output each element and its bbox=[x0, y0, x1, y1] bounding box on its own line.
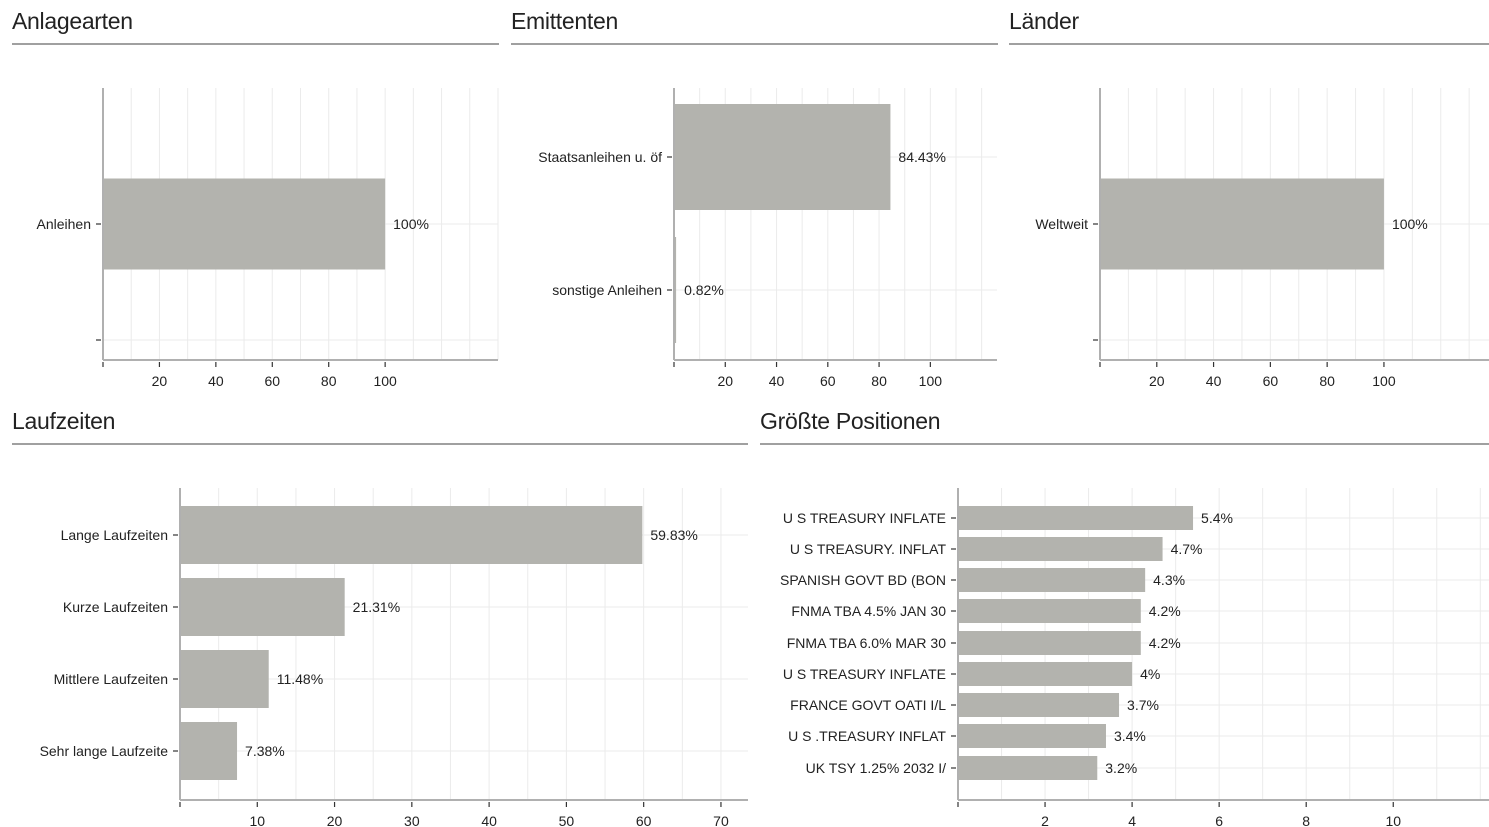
bar bbox=[180, 506, 643, 564]
x-tick-label: 70 bbox=[713, 813, 729, 827]
y-tick-label: FNMA TBA 6.0% MAR 30 bbox=[787, 635, 946, 651]
y-tick-label: Mittlere Laufzeiten bbox=[54, 671, 168, 687]
data-label: 4.3% bbox=[1153, 572, 1185, 588]
data-label: 11.48% bbox=[277, 671, 323, 687]
x-tick-label: 80 bbox=[1319, 373, 1335, 389]
x-tick-label: 20 bbox=[1149, 373, 1165, 389]
data-label: 100% bbox=[1392, 216, 1428, 232]
panel-title: Größte Positionen bbox=[760, 408, 941, 434]
y-tick-label: Staatsanleihen u. öf bbox=[538, 149, 662, 165]
x-tick-label: 100 bbox=[1372, 373, 1396, 389]
data-label: 3.7% bbox=[1127, 697, 1159, 713]
x-tick-label: 4 bbox=[1128, 813, 1136, 827]
bar bbox=[958, 506, 1194, 530]
y-tick-label: UK TSY 1.25% 2032 I/ bbox=[806, 760, 946, 776]
x-tick-label: 20 bbox=[152, 373, 168, 389]
y-tick-label: U S TREASURY INFLATE bbox=[783, 666, 946, 682]
bar bbox=[103, 178, 386, 270]
bar bbox=[958, 537, 1163, 561]
data-label: 4% bbox=[1140, 666, 1160, 682]
bar bbox=[674, 237, 677, 343]
y-tick-label: FRANCE GOVT OATI I/L bbox=[790, 697, 946, 713]
title-divider bbox=[1009, 43, 1489, 45]
y-tick-label: U S TREASURY. INFLAT bbox=[790, 541, 947, 557]
bar bbox=[958, 693, 1120, 717]
x-tick-label: 2 bbox=[1041, 813, 1049, 827]
data-label: 4.2% bbox=[1149, 603, 1181, 619]
panel-title: Länder bbox=[1009, 8, 1079, 34]
data-label: 84.43% bbox=[898, 149, 945, 165]
panel-title: Emittenten bbox=[511, 8, 618, 34]
bar bbox=[958, 568, 1146, 592]
y-tick-label: FNMA TBA 4.5% JAN 30 bbox=[791, 603, 946, 619]
x-tick-label: 60 bbox=[636, 813, 652, 827]
x-tick-label: 60 bbox=[264, 373, 280, 389]
panel-title: Anlagearten bbox=[12, 8, 133, 34]
bar bbox=[180, 722, 238, 780]
data-label: 4.2% bbox=[1149, 635, 1181, 651]
x-tick-label: 40 bbox=[481, 813, 497, 827]
y-tick-label: Kurze Laufzeiten bbox=[63, 599, 168, 615]
y-tick-label: Sehr lange Laufzeite bbox=[40, 743, 169, 759]
bar bbox=[958, 599, 1141, 623]
bar bbox=[958, 756, 1098, 780]
panel-positionen: Größte Positionen bbox=[760, 400, 1489, 827]
title-divider bbox=[760, 443, 1489, 445]
x-tick-label: 40 bbox=[769, 373, 785, 389]
data-label: 3.4% bbox=[1114, 728, 1146, 744]
x-tick-label: 8 bbox=[1302, 813, 1310, 827]
x-tick-label: 80 bbox=[321, 373, 337, 389]
x-tick-label: 50 bbox=[559, 813, 575, 827]
data-label: 4.7% bbox=[1171, 541, 1203, 557]
data-label: 7.38% bbox=[245, 743, 285, 759]
bar bbox=[1100, 178, 1384, 270]
data-label: 3.2% bbox=[1105, 760, 1137, 776]
panel-laufzeiten: Laufzeiten bbox=[12, 400, 748, 827]
x-tick-label: 6 bbox=[1215, 813, 1223, 827]
x-tick-label: 10 bbox=[249, 813, 265, 827]
data-label: 0.82% bbox=[684, 282, 724, 298]
y-tick-label: SPANISH GOVT BD (BON bbox=[780, 572, 946, 588]
bar bbox=[674, 104, 891, 210]
data-label: 21.31% bbox=[353, 599, 400, 615]
title-divider bbox=[12, 43, 499, 45]
title-divider bbox=[12, 443, 748, 445]
y-tick-label: U S TREASURY INFLATE bbox=[783, 510, 946, 526]
x-tick-label: 60 bbox=[1263, 373, 1279, 389]
x-tick-label: 100 bbox=[373, 373, 397, 389]
y-tick-label: Weltweit bbox=[1035, 216, 1088, 232]
panel-laender: Länder bbox=[1009, 0, 1489, 400]
title-divider bbox=[511, 43, 998, 45]
panel-emittenten: Emittenten bbox=[511, 0, 998, 400]
bar bbox=[180, 650, 269, 708]
data-label: 59.83% bbox=[650, 527, 697, 543]
data-label: 100% bbox=[393, 216, 429, 232]
x-tick-label: 20 bbox=[717, 373, 733, 389]
y-tick-label: Lange Laufzeiten bbox=[61, 527, 168, 543]
panel-anlagearten: Anlagearten bbox=[12, 0, 499, 400]
y-tick-label: U S .TREASURY INFLAT bbox=[788, 728, 946, 744]
x-tick-label: 20 bbox=[327, 813, 343, 827]
bar bbox=[180, 578, 345, 636]
x-tick-label: 30 bbox=[404, 813, 420, 827]
x-tick-label: 80 bbox=[871, 373, 887, 389]
bar bbox=[958, 631, 1141, 655]
x-tick-label: 60 bbox=[820, 373, 836, 389]
x-tick-label: 100 bbox=[919, 373, 943, 389]
y-tick-label: sonstige Anleihen bbox=[552, 282, 662, 298]
y-tick-label: Anleihen bbox=[37, 216, 92, 232]
x-tick-label: 40 bbox=[1206, 373, 1222, 389]
panel-title: Laufzeiten bbox=[12, 408, 116, 434]
data-label: 5.4% bbox=[1201, 510, 1233, 526]
bar bbox=[958, 724, 1106, 748]
x-tick-label: 40 bbox=[208, 373, 224, 389]
bar bbox=[958, 662, 1133, 686]
x-tick-label: 10 bbox=[1385, 813, 1401, 827]
